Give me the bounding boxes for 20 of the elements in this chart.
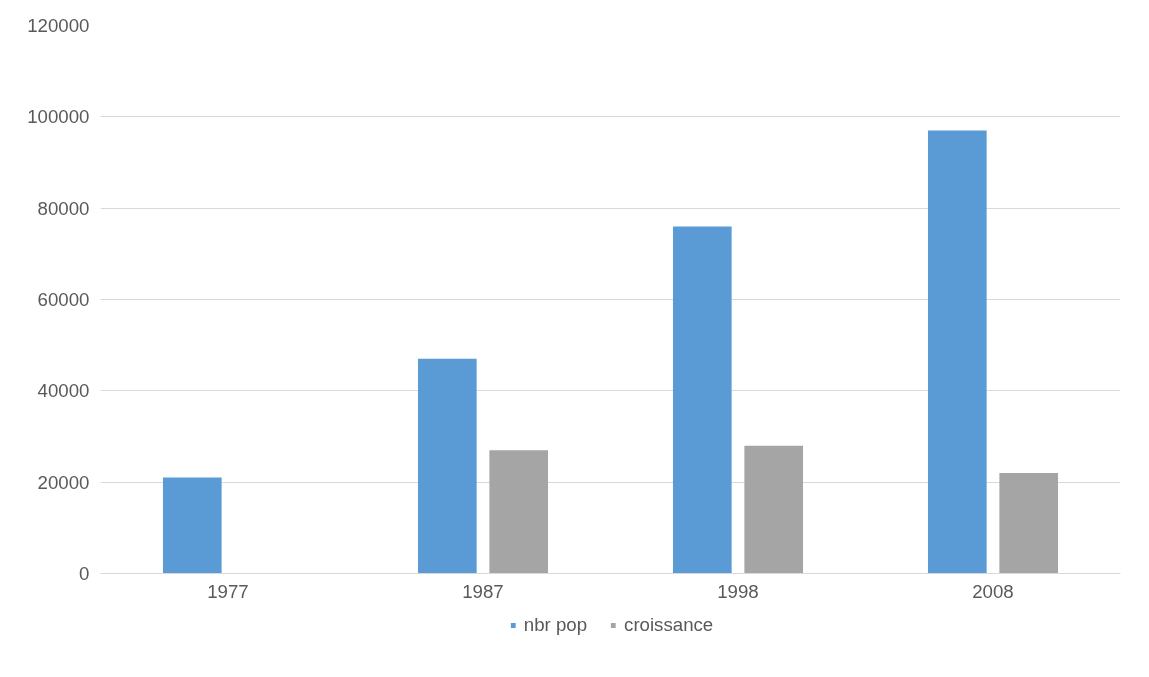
y-tick-label: 100000 (27, 106, 90, 128)
bar (744, 445, 804, 574)
y-tick-label: 80000 (37, 197, 90, 219)
x-tick-label: 2008 (972, 580, 1014, 602)
y-tick-label: 120000 (27, 15, 90, 36)
bar (417, 358, 477, 574)
legend-label: croissance (624, 614, 714, 636)
bar (162, 477, 222, 574)
legend-label: nbr pop (523, 614, 588, 636)
y-tick-label: 20000 (37, 471, 90, 493)
bar (999, 473, 1059, 574)
y-tick-label: 60000 (37, 289, 90, 310)
bar (489, 450, 549, 574)
x-tick-label: 1987 (462, 580, 504, 602)
y-tick-label: 0 (79, 563, 90, 584)
y-tick-label: 40000 (37, 380, 90, 402)
x-tick-label: 1998 (717, 580, 759, 602)
x-tick-label: 1977 (207, 580, 249, 602)
bar (927, 130, 987, 574)
bar (672, 226, 732, 574)
